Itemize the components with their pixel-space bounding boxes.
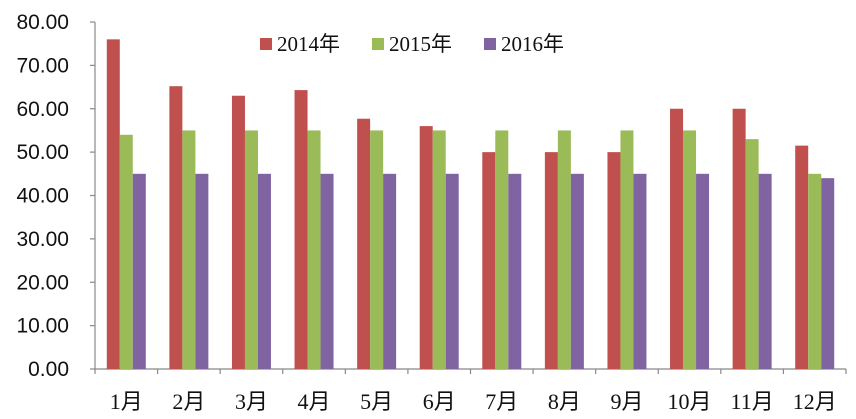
bar-2015年-8月	[557, 130, 571, 369]
bar-2014年-12月	[795, 145, 809, 369]
bar-2016年-7月	[508, 173, 522, 369]
bar-2014年-5月	[357, 118, 371, 369]
bar-2015年-12月	[808, 173, 822, 369]
bar-2015年-1月	[119, 134, 133, 369]
bar-2016年-5月	[383, 173, 397, 369]
bar-2014年-8月	[544, 152, 558, 369]
y-tick-label: 80.00	[16, 11, 69, 34]
bar-2016年-1月	[132, 173, 146, 369]
y-tick-label: 50.00	[16, 141, 69, 164]
bars	[106, 39, 835, 370]
y-tick-label: 10.00	[16, 315, 69, 338]
y-tick-label: 60.00	[16, 98, 69, 121]
legend-label: 2015年	[389, 32, 452, 56]
y-tick-label: 20.00	[16, 271, 69, 294]
bar-2014年-10月	[670, 108, 684, 369]
x-tick-label: 4月	[298, 389, 331, 414]
bar-2015年-5月	[370, 130, 384, 369]
y-tick-label: 40.00	[16, 185, 69, 208]
legend-swatch-2016年	[484, 38, 496, 50]
x-tick-label: 9月	[610, 389, 643, 414]
bar-2014年-9月	[607, 152, 621, 369]
bar-2015年-11月	[745, 139, 759, 369]
bar-2016年-9月	[633, 173, 647, 369]
bar-2016年-8月	[570, 173, 584, 369]
axes	[90, 21, 847, 374]
legend-swatch-2014年	[260, 38, 272, 50]
x-tick-label: 1月	[110, 389, 143, 414]
x-tick-label: 6月	[423, 389, 456, 414]
legend-label: 2014年	[277, 32, 340, 56]
tick-labels: 0.00 10.00 20.00 30.00 40.00 50.00 60.00 70.00 8…	[16, 11, 836, 414]
bar-2016年-4月	[320, 173, 334, 369]
x-tick-label: 7月	[485, 389, 518, 414]
bar-2015年-4月	[307, 130, 321, 369]
y-tick-label: 0.00	[28, 358, 69, 381]
bar-2016年-2月	[195, 173, 209, 369]
bar-2015年-7月	[495, 130, 509, 369]
x-tick-label: 8月	[548, 389, 581, 414]
x-tick-label: 11月	[731, 389, 774, 414]
x-tick-label: 10月	[668, 389, 712, 414]
legend-label: 2016年	[501, 32, 564, 56]
bar-2014年-11月	[732, 108, 746, 369]
bar-2016年-10月	[696, 173, 710, 369]
bar-2015年-2月	[182, 130, 196, 369]
bar-2014年-2月	[169, 86, 183, 369]
bar-2014年-7月	[482, 152, 496, 369]
y-tick-label: 30.00	[16, 228, 69, 251]
bar-2015年-3月	[244, 130, 258, 369]
bar-2015年-6月	[432, 130, 446, 369]
bar-2016年-6月	[445, 173, 459, 369]
bar-2014年-1月	[106, 39, 120, 369]
legend-swatch-2015年	[372, 38, 384, 50]
bar-2016年-11月	[758, 173, 772, 369]
x-tick-label: 3月	[235, 389, 268, 414]
bar-2016年-3月	[257, 173, 271, 369]
bar-2014年-3月	[231, 95, 245, 370]
y-tick-label: 70.00	[16, 54, 69, 77]
bar-2016年-12月	[821, 178, 835, 369]
x-tick-label: 12月	[793, 389, 837, 414]
bar-2015年-9月	[620, 130, 634, 369]
x-tick-label: 2月	[172, 389, 205, 414]
bar-2014年-4月	[294, 90, 308, 369]
legend: 2014年 2015年 2016年	[260, 32, 564, 56]
bar-2014年-6月	[419, 126, 433, 369]
bar-2015年-10月	[683, 130, 697, 369]
x-tick-label: 5月	[360, 389, 393, 414]
